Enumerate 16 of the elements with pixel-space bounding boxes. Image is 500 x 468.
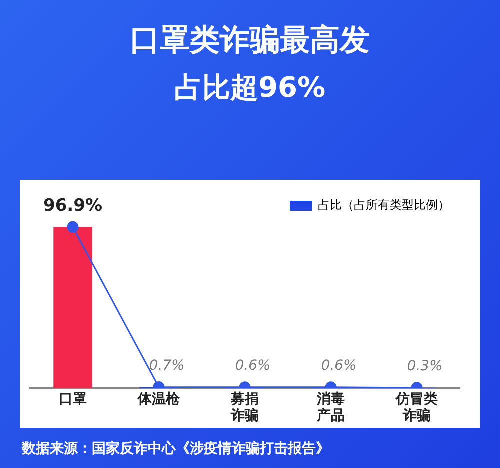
chart-subtitle: 占比超96% bbox=[173, 70, 327, 106]
data-label: 0.7% bbox=[149, 358, 185, 374]
legend-label: 占比（占所有类型比例） bbox=[318, 198, 450, 212]
point bbox=[67, 221, 79, 233]
x-tick-label: 募捐诈骗 bbox=[230, 391, 259, 424]
x-tick-label: 口罩 bbox=[59, 391, 87, 408]
x-tick-label: 消毒产品 bbox=[316, 391, 345, 424]
bar bbox=[54, 227, 92, 388]
data-label: 0.6% bbox=[235, 358, 271, 374]
data-label: 0.6% bbox=[321, 358, 357, 374]
chart-title: 口罩类诈骗最高发 bbox=[129, 22, 371, 60]
data-label: 0.3% bbox=[407, 358, 443, 375]
x-tick-label: 仿冒类诈骗 bbox=[395, 391, 438, 424]
x-tick-label: 体温枪 bbox=[137, 391, 181, 408]
source-note: 数据来源：国家反诈中心《涉疫情诈骗打击报告》 bbox=[22, 440, 330, 458]
data-label: 96.9% bbox=[44, 196, 102, 216]
